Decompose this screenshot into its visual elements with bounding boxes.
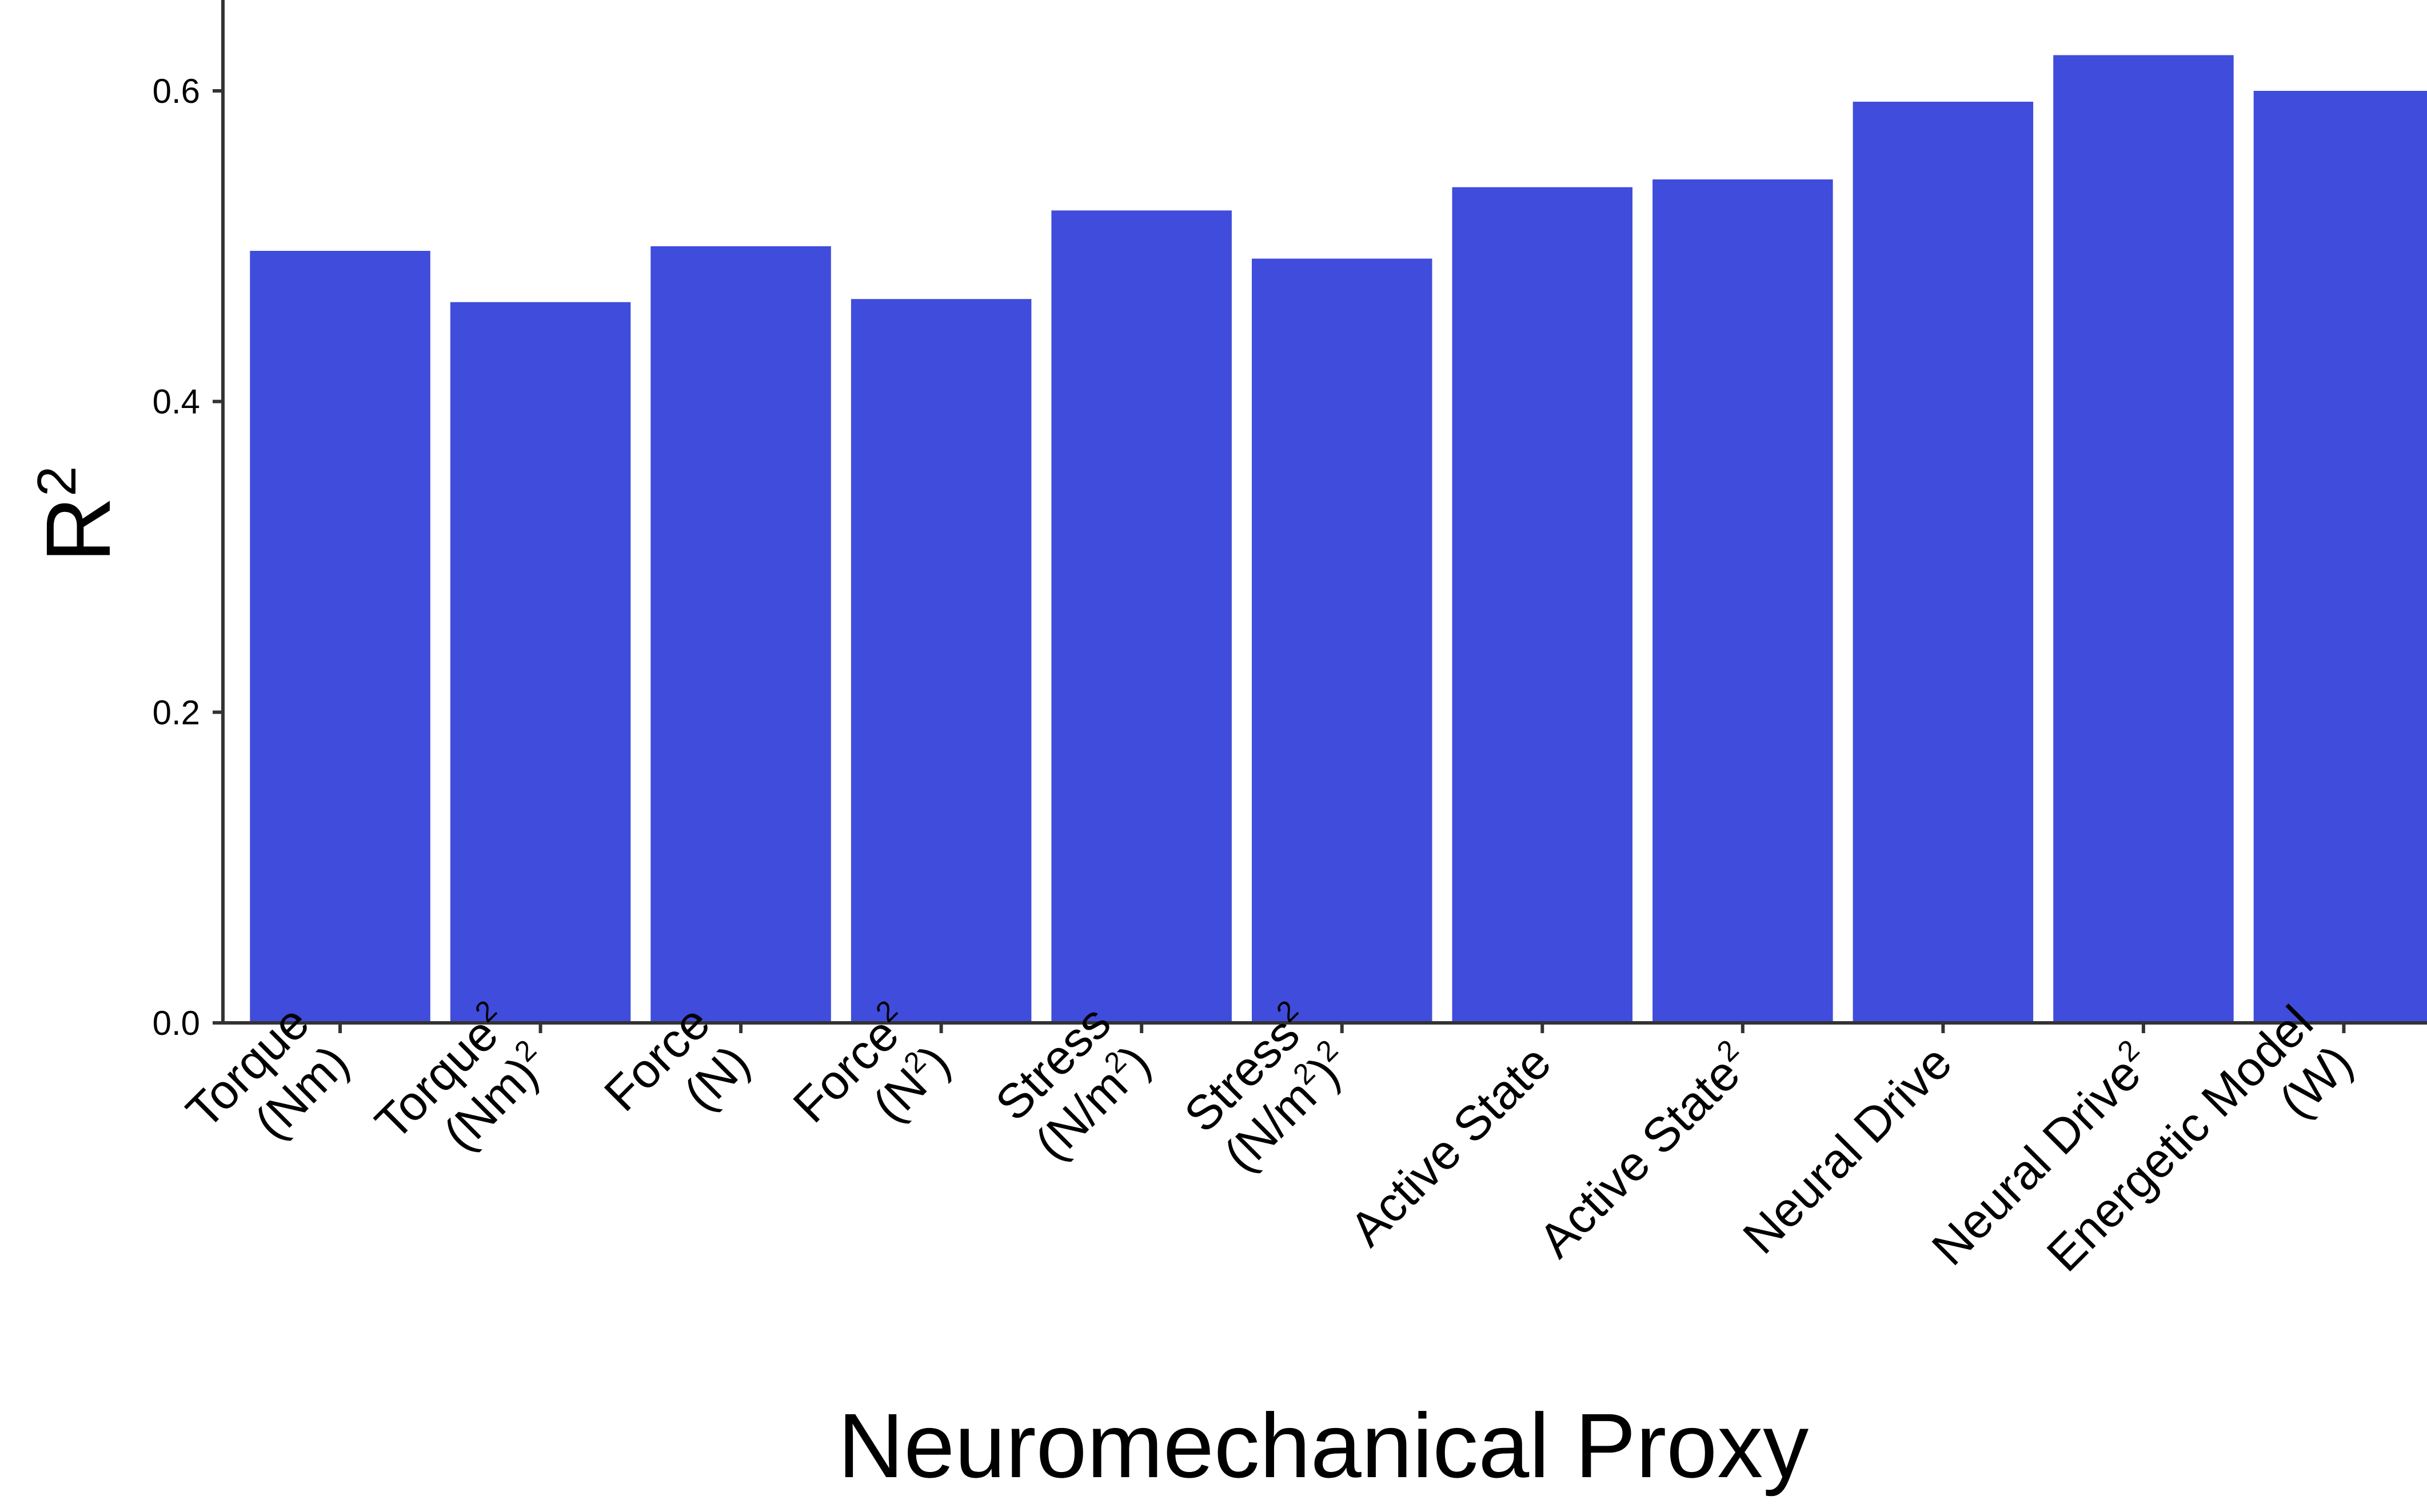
bar-neural-drive-sq	[2053, 55, 2234, 1023]
y-axis-title-sup: 2	[26, 466, 87, 497]
y-axis-title: R2	[26, 466, 129, 563]
bar-energetic-model	[2253, 91, 2427, 1023]
bar-torque	[250, 251, 430, 1023]
x-tick-label-neural-drive: Neural Drive	[1733, 1035, 1962, 1264]
bar-stress	[1051, 210, 1232, 1023]
bars-group	[250, 55, 2427, 1023]
bar-active-state-sq	[1652, 179, 1833, 1023]
y-tick-label: 0.2	[153, 693, 200, 731]
bar-torque-sq	[450, 302, 631, 1023]
y-axis-title-base: R	[27, 497, 129, 563]
bar-neural-drive	[1853, 102, 2034, 1023]
bar-stress-sq	[1252, 258, 1432, 1023]
bar-force	[650, 246, 831, 1023]
y-tick-label: 0.0	[153, 1004, 200, 1042]
x-tick-label-active-state-sq: Active State2	[1527, 1033, 1762, 1268]
x-axis: Torque(Nm) Torque2(Nm)2 Force(N) Force2(N2)…	[176, 994, 2427, 1322]
bar-active-state	[1452, 187, 1632, 1023]
x-axis-title: Neuromechanical Proxy	[838, 1394, 1809, 1497]
x-tick-label-active-state: Active State	[1340, 1035, 1562, 1257]
bar-force-sq	[851, 299, 1032, 1023]
y-tick-label: 0.4	[153, 383, 200, 421]
y-tick-label: 0.6	[153, 72, 200, 110]
y-axis: 0.0 0.2 0.4 0.6	[153, 0, 225, 1042]
x-tick-label-energetic-model: Energetic Model(W)	[2037, 995, 2363, 1322]
